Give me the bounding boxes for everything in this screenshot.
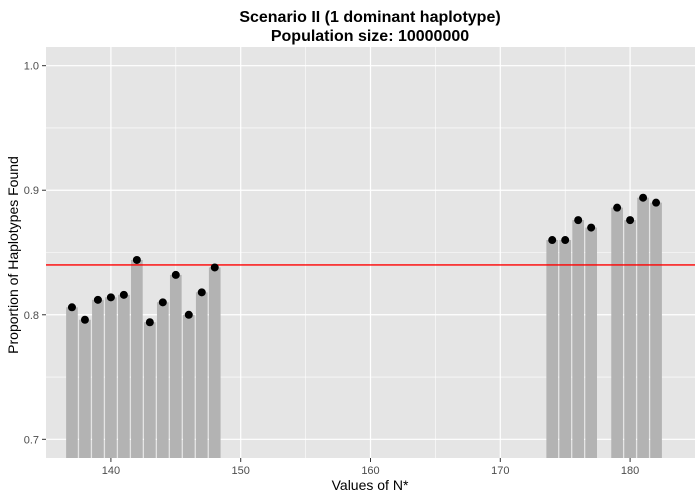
- data-point: [626, 216, 635, 225]
- x-tick-label: 150: [232, 465, 250, 477]
- x-tick-label: 180: [621, 465, 639, 477]
- x-tick-label: 170: [491, 465, 509, 477]
- bar: [650, 202, 662, 458]
- bar: [611, 207, 623, 458]
- bar: [572, 220, 585, 458]
- data-point: [106, 293, 115, 302]
- data-point: [158, 298, 167, 307]
- y-tick-label: 0.7: [24, 434, 39, 446]
- bar: [105, 297, 117, 458]
- bar: [92, 299, 104, 458]
- bar: [585, 227, 598, 458]
- bar: [546, 240, 559, 458]
- data-point: [145, 318, 154, 327]
- bar: [156, 302, 169, 458]
- y-tick-label: 0.9: [24, 185, 39, 197]
- bar: [559, 240, 572, 458]
- data-point: [93, 295, 102, 304]
- data-point: [561, 236, 570, 245]
- bar: [66, 307, 78, 458]
- bar: [79, 319, 91, 458]
- data-point: [210, 263, 219, 272]
- major-gridlines: [46, 47, 695, 458]
- bar: [208, 267, 221, 458]
- bar: [624, 220, 636, 458]
- data-point: [171, 270, 180, 279]
- data-point: [132, 255, 141, 264]
- bar: [182, 314, 195, 458]
- points: [67, 193, 661, 327]
- y-tick-label: 0.8: [24, 310, 39, 322]
- data-point: [119, 290, 128, 299]
- data-point: [80, 315, 89, 324]
- data-point: [587, 223, 596, 232]
- bar: [195, 292, 208, 458]
- data-point: [639, 193, 648, 202]
- chart-title: Scenario II (1 dominant haplotype): [239, 9, 500, 26]
- bar: [143, 322, 156, 458]
- y-axis: 0.7 0.8 0.9 1.0: [24, 61, 46, 446]
- x-tick-label: 160: [361, 465, 379, 477]
- y-tick-label: 1.0: [24, 61, 39, 73]
- data-point: [548, 236, 557, 245]
- bar: [131, 259, 143, 458]
- data-point: [613, 203, 622, 212]
- bar: [637, 197, 649, 458]
- bar: [169, 274, 182, 458]
- data-point: [67, 303, 76, 312]
- data-point: [197, 288, 206, 297]
- data-point: [574, 216, 583, 225]
- bars: [66, 197, 662, 458]
- x-tick-label: 140: [102, 465, 120, 477]
- x-axis: 140 150 160 170 180: [102, 458, 639, 477]
- chart-subtitle: Population size: 10000000: [271, 28, 469, 45]
- data-point: [184, 310, 193, 319]
- bar: [118, 294, 130, 458]
- x-axis-title: Values of N*: [332, 477, 409, 493]
- data-point: [652, 198, 661, 207]
- y-axis-title: Proportion of Haplotypes Found: [5, 156, 21, 354]
